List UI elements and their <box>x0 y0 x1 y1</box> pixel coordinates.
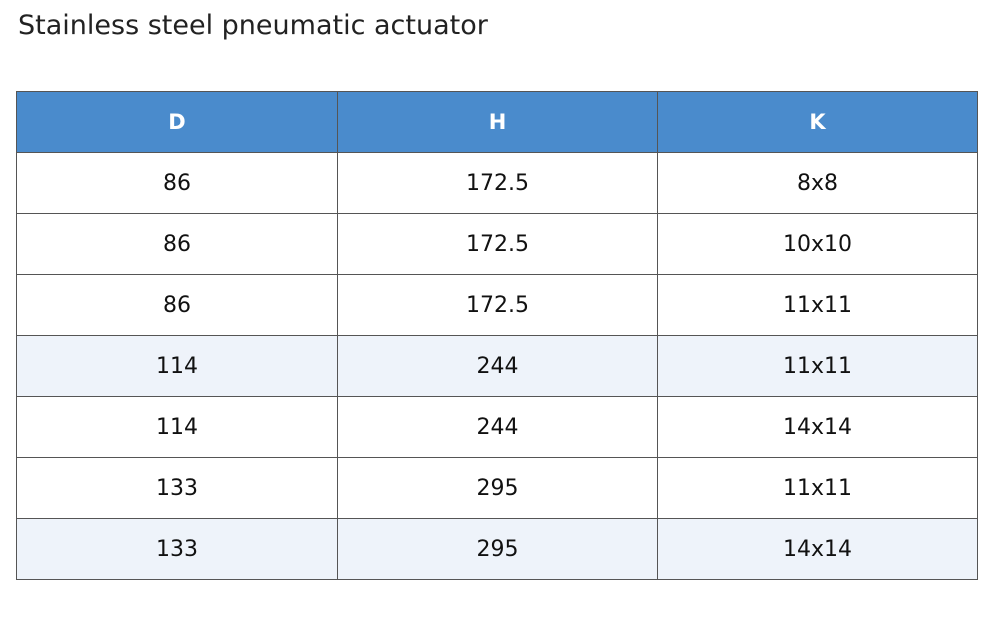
table-cell: 133 <box>16 457 338 519</box>
column-header: H <box>337 91 658 153</box>
column-header: K <box>657 91 978 153</box>
table-row: 86 172.5 10x10 <box>16 213 978 275</box>
table-cell: 244 <box>337 335 658 397</box>
table-cell: 86 <box>16 213 338 275</box>
table-row: 86 172.5 11x11 <box>16 274 978 336</box>
table-cell: 86 <box>16 274 338 336</box>
table-cell: 11x11 <box>657 274 978 336</box>
table-body: 86 172.5 8x8 86 172.5 10x10 86 172.5 11x11 114 244… <box>16 152 978 580</box>
page-title: Stainless steel pneumatic actuator <box>18 10 488 41</box>
table-row: 114 244 14x14 <box>16 396 978 458</box>
table-cell: 11x11 <box>657 335 978 397</box>
table-row: 114 244 11x11 <box>16 335 978 397</box>
table-cell: 172.5 <box>337 152 658 214</box>
table-cell: 172.5 <box>337 213 658 275</box>
table-cell: 114 <box>16 396 338 458</box>
table-row: 86 172.5 8x8 <box>16 152 978 214</box>
table-cell: 133 <box>16 518 338 580</box>
table-cell: 86 <box>16 152 338 214</box>
table-cell: 11x11 <box>657 457 978 519</box>
table-cell: 295 <box>337 457 658 519</box>
table-cell: 14x14 <box>657 396 978 458</box>
table-row: 133 295 11x11 <box>16 457 978 519</box>
table-cell: 172.5 <box>337 274 658 336</box>
table-cell: 114 <box>16 335 338 397</box>
column-header: D <box>16 91 338 153</box>
table-cell: 10x10 <box>657 213 978 275</box>
table-row: 133 295 14x14 <box>16 518 978 580</box>
table-cell: 295 <box>337 518 658 580</box>
table-cell: 14x14 <box>657 518 978 580</box>
table-cell: 8x8 <box>657 152 978 214</box>
table-cell: 244 <box>337 396 658 458</box>
